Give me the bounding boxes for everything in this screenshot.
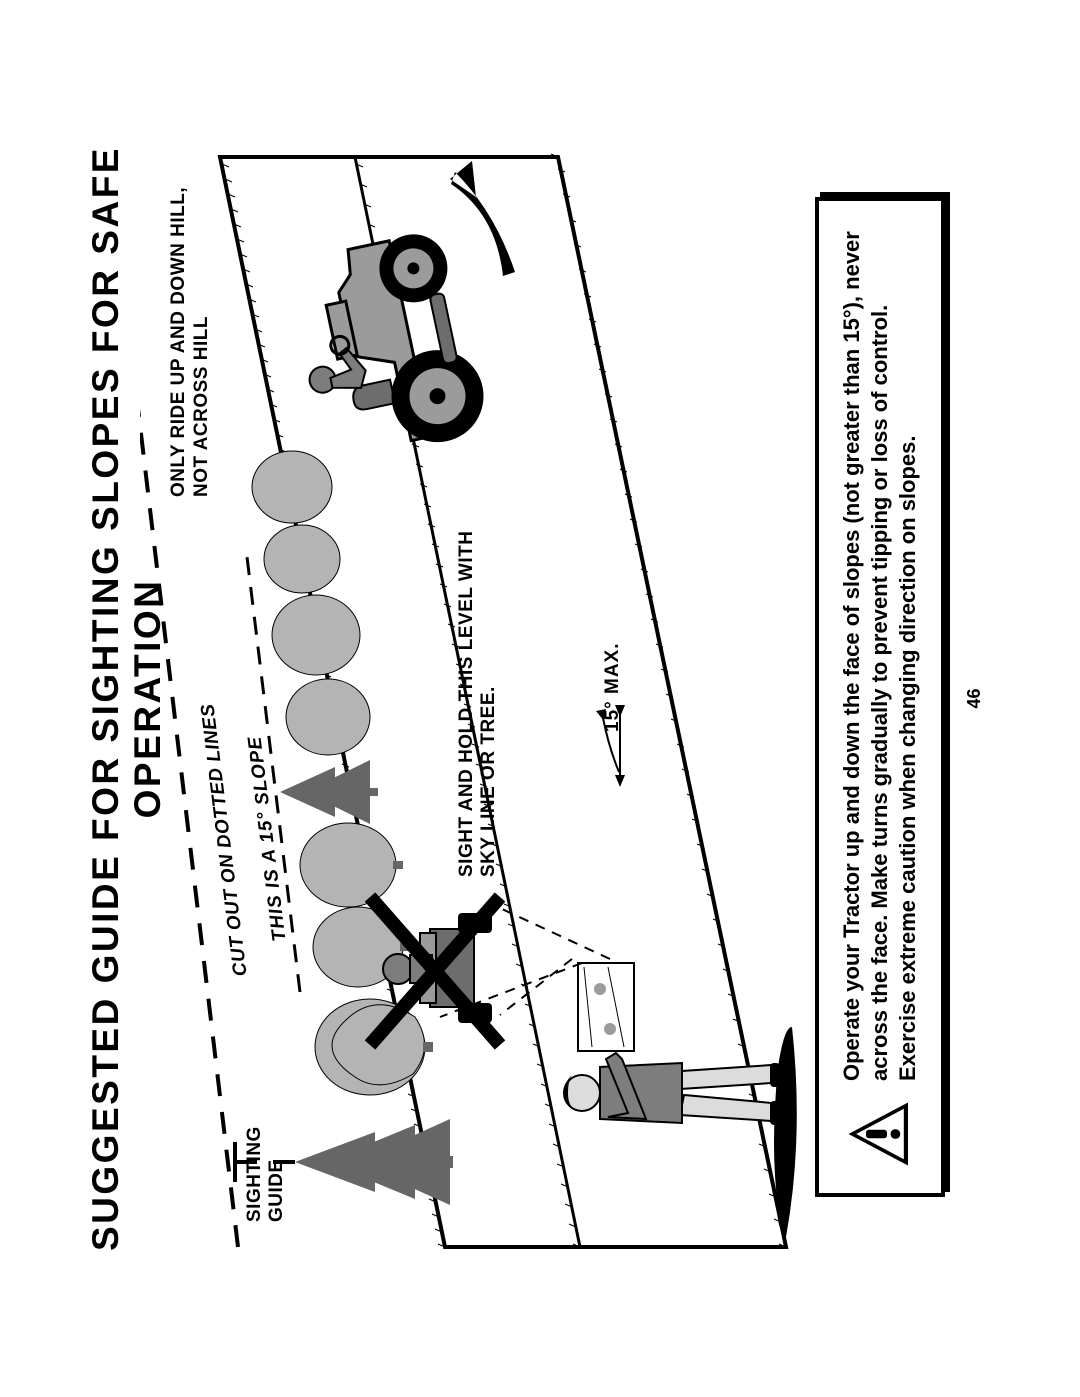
sightline-1 <box>500 959 572 1015</box>
label-max-angle: 15° MAX. <box>602 642 624 732</box>
page-number: 46 <box>964 80 985 1317</box>
person-with-guide <box>440 963 797 1237</box>
warning-icon <box>845 1099 915 1169</box>
label-only-ride: ONLY RIDE UP AND DOWN HILL, NOT ACROSS H… <box>168 187 214 497</box>
direction-arrow-icon <box>450 161 515 276</box>
tractor-correct <box>284 226 492 466</box>
warning-box: Operate your Tractor up and down the fac… <box>815 197 945 1197</box>
warning-text: Operate your Tractor up and down the fac… <box>838 221 922 1081</box>
label-sight-hold: SIGHT AND HOLD THIS LEVEL WITH SKY LINE … <box>456 531 500 877</box>
tree-row <box>252 451 453 1205</box>
label-sighting-guide: SIGHTING GUIDE <box>244 1126 288 1222</box>
slope-diagram: SIGHTING GUIDE CUT OUT ON DOTTED LINES T… <box>140 117 820 1277</box>
